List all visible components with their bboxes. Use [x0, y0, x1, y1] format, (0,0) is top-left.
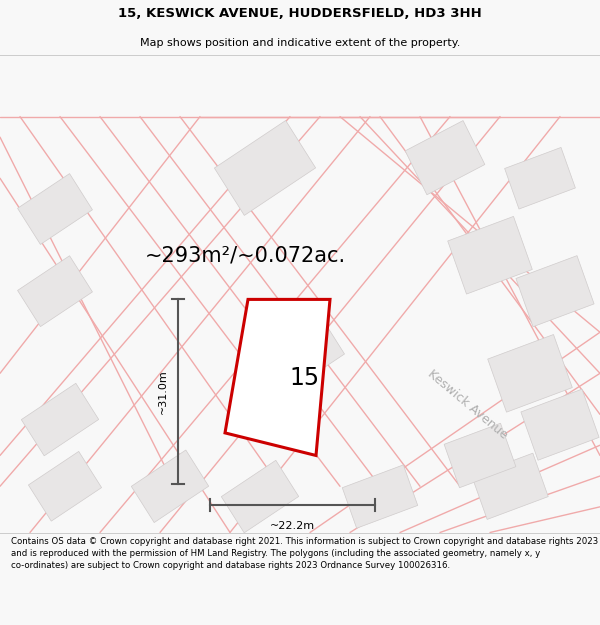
Polygon shape: [265, 315, 344, 391]
Polygon shape: [17, 174, 92, 244]
Polygon shape: [516, 256, 594, 327]
Polygon shape: [521, 389, 599, 460]
Polygon shape: [22, 383, 98, 456]
Polygon shape: [28, 451, 101, 521]
Polygon shape: [225, 299, 330, 456]
Polygon shape: [405, 121, 485, 195]
Polygon shape: [444, 423, 516, 488]
Text: 15, KESWICK AVENUE, HUDDERSFIELD, HD3 3HH: 15, KESWICK AVENUE, HUDDERSFIELD, HD3 3H…: [118, 8, 482, 20]
Polygon shape: [342, 465, 418, 528]
Text: 15: 15: [290, 366, 320, 391]
Polygon shape: [214, 121, 316, 216]
Text: ~22.2m: ~22.2m: [270, 521, 315, 531]
Text: Keswick Avenue: Keswick Avenue: [425, 367, 511, 441]
Polygon shape: [488, 334, 572, 412]
Polygon shape: [131, 450, 209, 522]
Polygon shape: [448, 216, 532, 294]
Text: ~31.0m: ~31.0m: [158, 369, 168, 414]
Polygon shape: [505, 148, 575, 209]
Polygon shape: [221, 460, 299, 533]
Polygon shape: [17, 256, 92, 327]
Text: Map shows position and indicative extent of the property.: Map shows position and indicative extent…: [140, 38, 460, 48]
Polygon shape: [472, 453, 548, 519]
Text: Contains OS data © Crown copyright and database right 2021. This information is : Contains OS data © Crown copyright and d…: [11, 537, 598, 570]
Text: ~293m²/~0.072ac.: ~293m²/~0.072ac.: [145, 245, 346, 265]
